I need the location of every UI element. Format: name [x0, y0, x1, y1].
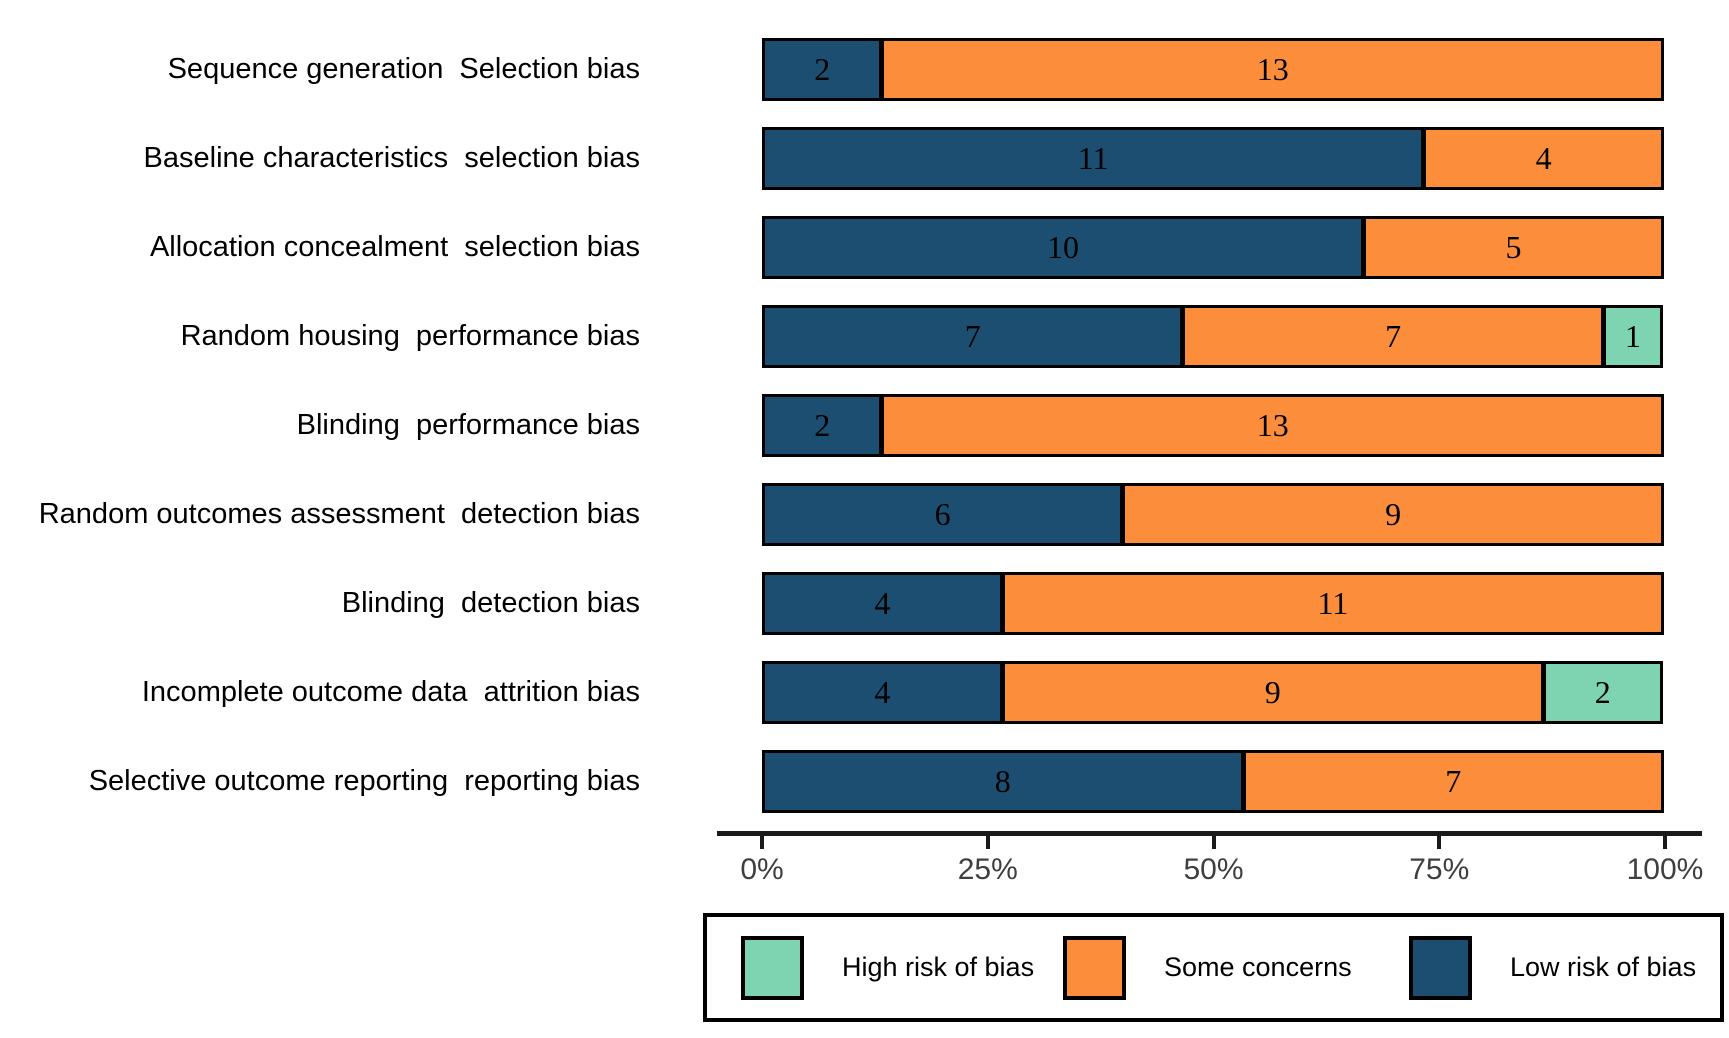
legend: High risk of bias Some concerns Low risk o…	[703, 913, 1724, 1022]
segment-value: 9	[1264, 674, 1281, 710]
segment-value: 11	[1317, 585, 1349, 621]
axis-tick-label: 100%	[1626, 853, 1704, 886]
row-label: Blinding performance bias	[296, 408, 640, 441]
segment-value: 8	[994, 763, 1011, 799]
axis-line	[717, 831, 1702, 836]
axis-tick-label: 0%	[740, 853, 784, 886]
legend-swatch-low	[1409, 935, 1472, 1000]
segment-value: 13	[1256, 51, 1289, 87]
bar-row: Selective outcome reporting reporting bi…	[0, 750, 1665, 813]
axis-tick-label: 75%	[1409, 853, 1470, 886]
segment-value: 2	[814, 51, 831, 87]
bar-segment-low: 11	[762, 127, 1425, 190]
row-label: Allocation concealment selection bias	[149, 230, 640, 263]
legend-item: High risk of bias	[741, 935, 1035, 1000]
bar-segment-low: 2	[762, 38, 883, 101]
axis-tick-label: 25%	[957, 853, 1018, 886]
bar-track: 11 4	[762, 127, 1665, 190]
bar-track: 7 7 1	[762, 305, 1665, 368]
row-label: Random housing performance bias	[180, 319, 640, 352]
bar-row: Blinding detection bias 4 11	[0, 572, 1665, 635]
axis-tick-label: 50%	[1183, 853, 1244, 886]
segment-value: 7	[964, 318, 981, 354]
bar-segment-high: 1	[1602, 305, 1663, 368]
legend-item: Low risk of bias	[1409, 935, 1697, 1000]
bar-row: Blinding performance bias 2 13	[0, 394, 1665, 457]
segment-value: 4	[1535, 140, 1552, 176]
bar-row: Sequence generation Selection bias 2 13	[0, 38, 1665, 101]
segment-value: 2	[814, 407, 831, 443]
segment-value: 10	[1046, 229, 1079, 265]
bar-track: 2 13	[762, 38, 1665, 101]
axis-tick	[985, 836, 990, 849]
row-label: Incomplete outcome data attrition bias	[141, 675, 640, 708]
bar-track: 2 13	[762, 394, 1665, 457]
row-label: Random outcomes assessment detection bia…	[38, 497, 640, 530]
row-label: Blinding detection bias	[341, 586, 640, 619]
bar-segment-low: 4	[762, 572, 1003, 635]
bar-segment-some: 4	[1423, 127, 1664, 190]
bar-row: Allocation concealment selection bias 10 5	[0, 216, 1665, 279]
segment-value: 1	[1624, 318, 1641, 354]
bar-segment-low: 4	[762, 661, 1003, 724]
segment-value: 9	[1385, 496, 1402, 532]
bar-segment-some: 13	[881, 394, 1664, 457]
bar-segment-some: 7	[1242, 750, 1664, 813]
bar-segment-high: 2	[1542, 661, 1663, 724]
segment-value: 6	[934, 496, 951, 532]
bar-segment-some: 9	[1001, 661, 1544, 724]
legend-item: Some concerns	[1063, 935, 1352, 1000]
legend-label: Low risk of bias	[1510, 952, 1697, 982]
row-label: Baseline characteristics selection bias	[143, 141, 640, 174]
row-label: Sequence generation Selection bias	[167, 52, 640, 85]
x-axis: 0% 25% 50% 75% 100%	[0, 831, 1729, 911]
bar-row: Baseline characteristics selection bias 1…	[0, 127, 1665, 190]
bar-segment-some: 7	[1182, 305, 1604, 368]
legend-label: High risk of bias	[842, 952, 1035, 982]
segment-value: 11	[1077, 140, 1109, 176]
bar-segment-some: 13	[881, 38, 1664, 101]
bar-row: Incomplete outcome data attrition bias 4 9…	[0, 661, 1665, 724]
bar-segment-low: 8	[762, 750, 1244, 813]
bar-segment-low: 6	[762, 483, 1124, 546]
bar-segment-low: 10	[762, 216, 1364, 279]
bar-segment-some: 5	[1362, 216, 1664, 279]
segment-value: 5	[1505, 229, 1522, 265]
segment-value: 13	[1256, 407, 1289, 443]
segment-value: 7	[1385, 318, 1402, 354]
row-label: Selective outcome reporting reporting bi…	[88, 764, 640, 797]
axis-tick	[760, 836, 764, 849]
axis-tick	[1663, 836, 1667, 849]
bar-segment-low: 7	[762, 305, 1184, 368]
legend-label: Some concerns	[1164, 952, 1352, 982]
bar-segment-some: 11	[1001, 572, 1664, 635]
bar-row: Random outcomes assessment detection bia…	[0, 483, 1665, 546]
bar-row: Random housing performance bias 7 7 1	[0, 305, 1665, 368]
segment-value: 4	[874, 585, 891, 621]
legend-swatch-high	[741, 935, 804, 1000]
legend-swatch-some	[1063, 935, 1126, 1000]
bar-segment-some: 9	[1122, 483, 1664, 546]
bar-track: 10 5	[762, 216, 1665, 279]
bar-track: 4 9 2	[762, 661, 1665, 724]
segment-value: 7	[1445, 763, 1462, 799]
bar-track: 4 11	[762, 572, 1665, 635]
axis-tick	[1437, 836, 1442, 849]
axis-tick	[1211, 836, 1216, 849]
segment-value: 2	[1594, 674, 1611, 710]
bar-segment-low: 2	[762, 394, 883, 457]
segment-value: 4	[874, 674, 891, 710]
bar-rows: Sequence generation Selection bias 2 13 Bas…	[0, 38, 1665, 813]
